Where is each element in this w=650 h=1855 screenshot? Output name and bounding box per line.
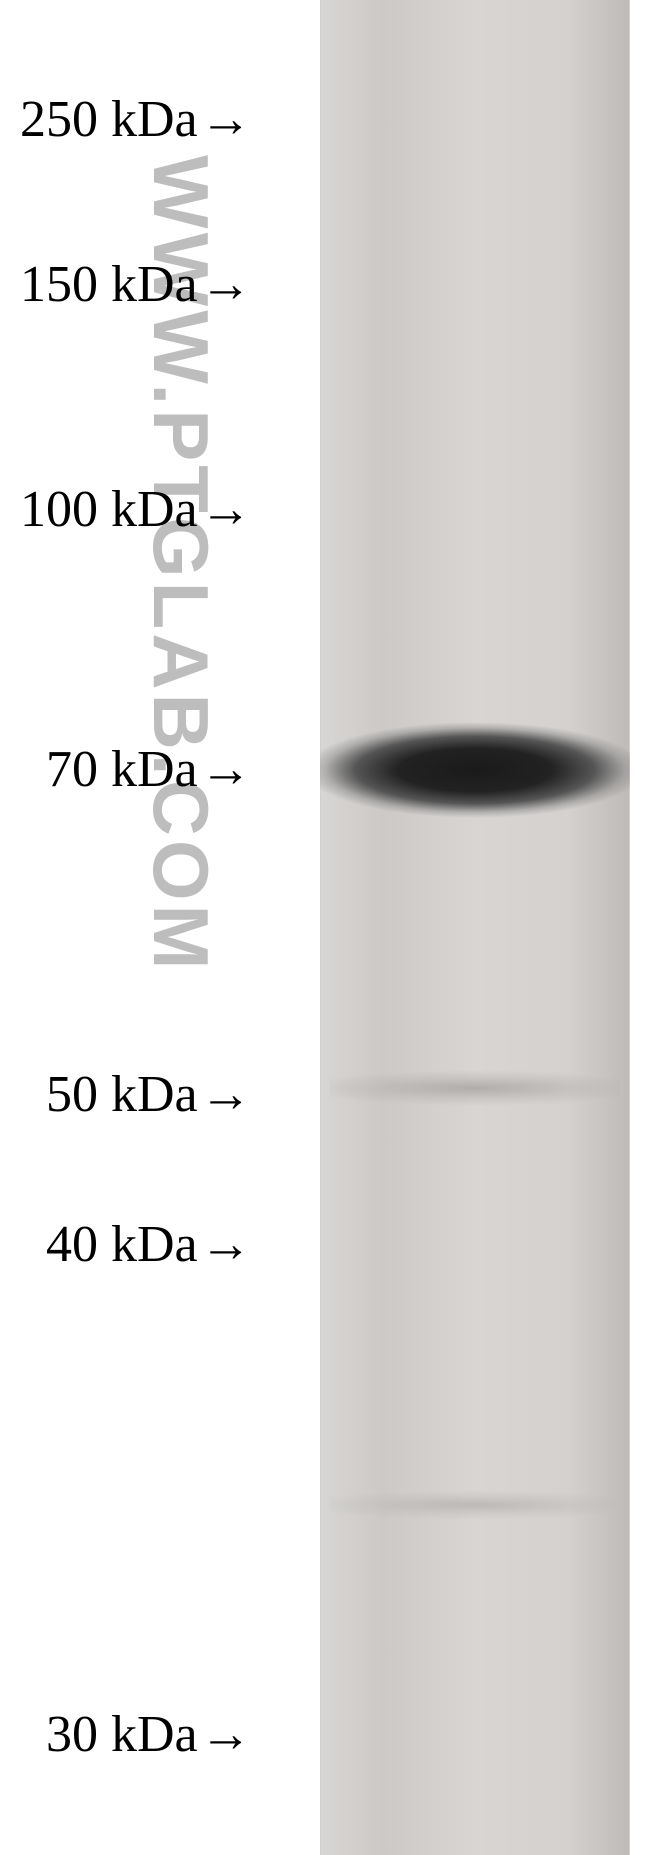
watermark-text: WWW.PTGLAB.COM xyxy=(135,155,226,1685)
mw-marker: 50 kDa→ xyxy=(46,1065,252,1124)
mw-marker-label: 50 kDa xyxy=(46,1065,198,1124)
arrow-right-icon: → xyxy=(200,1705,252,1764)
arrow-right-icon: → xyxy=(200,480,252,539)
blot-band xyxy=(330,1070,620,1106)
mw-marker-label: 70 kDa xyxy=(46,740,198,799)
western-blot-figure: WWW.PTGLAB.COM 250 kDa→150 kDa→100 kDa→7… xyxy=(0,0,650,1855)
blot-band xyxy=(330,1490,620,1520)
arrow-right-icon: → xyxy=(200,90,252,149)
blot-lane xyxy=(320,0,630,1855)
mw-marker-label: 30 kDa xyxy=(46,1705,198,1764)
mw-marker: 100 kDa→ xyxy=(20,480,252,539)
mw-marker-label: 40 kDa xyxy=(46,1215,198,1274)
mw-marker: 70 kDa→ xyxy=(46,740,252,799)
mw-marker-label: 100 kDa xyxy=(20,480,198,539)
arrow-right-icon: → xyxy=(200,1215,252,1274)
mw-marker-label: 150 kDa xyxy=(20,255,198,314)
mw-marker: 30 kDa→ xyxy=(46,1705,252,1764)
arrow-right-icon: → xyxy=(200,740,252,799)
mw-marker: 250 kDa→ xyxy=(20,90,252,149)
arrow-right-icon: → xyxy=(200,255,252,314)
blot-band xyxy=(320,720,630,820)
mw-marker-label: 250 kDa xyxy=(20,90,198,149)
arrow-right-icon: → xyxy=(200,1065,252,1124)
mw-marker: 150 kDa→ xyxy=(20,255,252,314)
mw-marker: 40 kDa→ xyxy=(46,1215,252,1274)
